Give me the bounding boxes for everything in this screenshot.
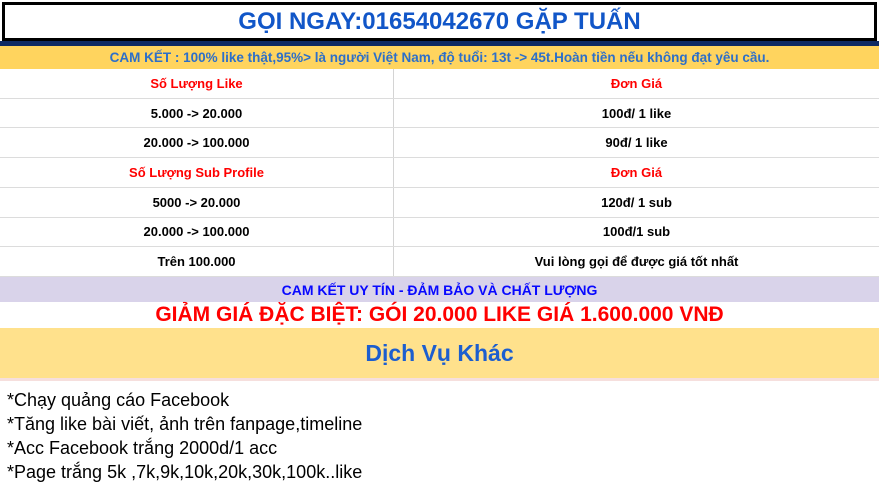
cell-quantity: Số Lượng Sub Profile: [0, 158, 394, 187]
trust-bar: CAM KẾT UY TÍN - ĐẢM BẢO VÀ CHẤT LƯỢNG: [0, 277, 879, 302]
cell-quantity: Số Lượng Like: [0, 69, 394, 98]
table-row: 5000 -> 20.000 120đ/ 1 sub: [0, 187, 879, 218]
table-header-row: Số Lượng Sub Profile Đơn Giá: [0, 158, 879, 188]
cell-price: Đơn Giá: [610, 165, 663, 181]
service-item: *Page trắng 5k ,7k,9k,10k,20k,30k,100k..…: [7, 462, 363, 482]
navy-divider: [0, 41, 879, 46]
table-row: 5.000 -> 20.000 100đ/ 1 like: [0, 98, 879, 129]
cell-price: 100đ/ 1 like: [601, 105, 672, 121]
commitment-text: CAM KẾT : 100% like thật,95%> là người V…: [109, 50, 770, 65]
services-header: Dịch Vụ Khác: [0, 328, 879, 381]
cell-quantity: 20.000 -> 100.000: [0, 217, 394, 247]
table-row: 20.000 -> 100.000 90đ/ 1 like: [0, 128, 879, 159]
cell-price: 120đ/ 1 sub: [601, 194, 672, 210]
cell-quantity: Trên 100.000: [0, 247, 394, 277]
cell-price: Đơn Giá: [610, 75, 663, 91]
price-table: Số Lượng Like Đơn Giá 5.000 -> 20.000 100đ/…: [0, 69, 879, 278]
trust-text: CAM KẾT UY TÍN - ĐẢM BẢO VÀ CHẤT LƯỢNG: [281, 281, 598, 298]
call-now-title: GỌI NGAY:01654042670 GẶP TUẤN: [238, 7, 641, 35]
cell-quantity: 5.000 -> 20.000: [0, 98, 394, 128]
table-row: 20.000 -> 100.000 100đ/1 sub: [0, 217, 879, 248]
cell-price: 90đ/ 1 like: [605, 135, 668, 151]
service-item: *Tăng like bài viết, ảnh trên fanpage,ti…: [7, 414, 363, 434]
service-item: *Acc Facebook trắng 2000d/1 acc: [7, 438, 278, 458]
promo-bar: GIẢM GIÁ ĐẶC BIỆT: GÓI 20.000 LIKE GIÁ 1…: [0, 302, 879, 328]
cell-price: 100đ/1 sub: [602, 224, 671, 240]
service-item: *Chạy quảng cáo Facebook: [7, 390, 230, 410]
commitment-bar: CAM KẾT : 100% like thật,95%> là người V…: [0, 46, 879, 69]
services-list: *Chạy quảng cáo Facebook *Tăng like bài v…: [0, 381, 879, 484]
promo-text: GIẢM GIÁ ĐẶC BIỆT: GÓI 20.000 LIKE GIÁ 1…: [155, 303, 724, 326]
table-row: Trên 100.000 Vui lòng gọi để được giá tốt…: [0, 247, 879, 278]
cell-quantity: 20.000 -> 100.000: [0, 128, 394, 158]
cell-price: Vui lòng gọi để được giá tốt nhất: [534, 254, 739, 270]
cell-quantity: 5000 -> 20.000: [0, 187, 394, 217]
services-title: Dịch Vụ Khác: [365, 339, 514, 366]
call-now-banner: GỌI NGAY:01654042670 GẶP TUẤN: [2, 2, 877, 41]
table-header-row: Số Lượng Like Đơn Giá: [0, 69, 879, 99]
